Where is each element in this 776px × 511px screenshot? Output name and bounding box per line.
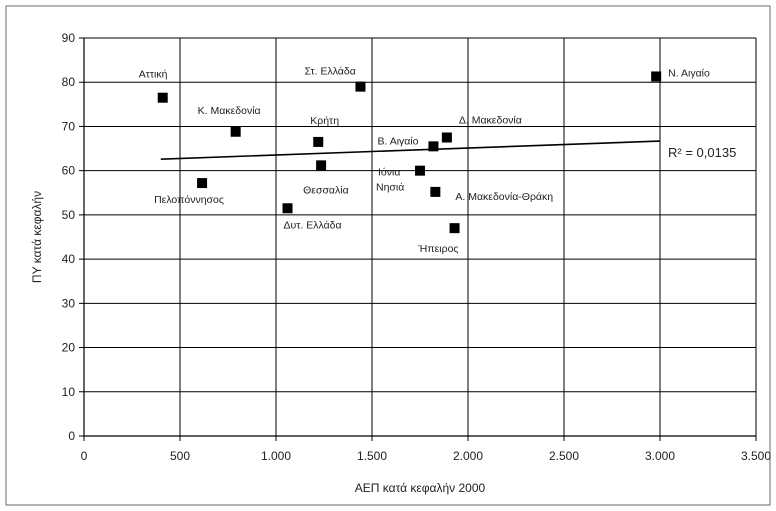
y-tick-label: 10	[62, 385, 76, 399]
point-label: Πελοπόννησος	[154, 194, 224, 206]
data-point	[197, 178, 208, 189]
point-label: Ήπειρος	[418, 243, 459, 255]
x-tick-label: 3.500	[741, 449, 771, 463]
plot-area	[84, 38, 756, 436]
y-tick-label: 20	[62, 341, 76, 355]
x-axis-title: ΑΕΠ κατά κεφαλήν 2000	[355, 481, 486, 495]
data-point	[157, 92, 168, 103]
data-point	[441, 132, 452, 143]
data-point	[313, 136, 324, 147]
y-tick-label: 60	[62, 164, 76, 178]
y-tick-label: 0	[68, 429, 75, 443]
r-squared-annotation: R² = 0,0135	[668, 145, 736, 160]
x-tick-label: 0	[81, 449, 88, 463]
data-point	[316, 160, 327, 171]
point-label: Α. Μακεδονία-Θράκη	[455, 191, 553, 203]
data-point	[651, 71, 662, 82]
point-label-line: Νησιά	[376, 182, 404, 194]
point-label: Β. Αιγαίο	[377, 135, 418, 147]
x-tick-label: 2.000	[453, 449, 483, 463]
point-label: Δυτ. Ελλάδα	[284, 219, 342, 231]
x-tick-label: 1.500	[357, 449, 387, 463]
point-label: Κ. Μακεδονία	[198, 105, 261, 117]
x-tick-label: 2.500	[549, 449, 579, 463]
point-label: Αττική	[139, 69, 168, 81]
data-point	[428, 141, 439, 152]
point-label: Κρήτη	[310, 115, 339, 127]
point-label: Ιόνια Νησιά	[376, 167, 404, 194]
y-tick-label: 80	[62, 75, 76, 89]
y-tick-label: 40	[62, 252, 76, 266]
x-tick-label: 1.000	[261, 449, 291, 463]
point-label: Δ. Μακεδονία	[459, 115, 522, 127]
data-point	[355, 81, 366, 92]
y-tick-label: 50	[62, 208, 76, 222]
y-tick-label: 70	[62, 119, 76, 133]
y-tick-label: 30	[62, 296, 76, 310]
point-label: Στ. Ελλάδα	[304, 66, 355, 78]
data-point	[415, 165, 425, 176]
point-label: Θεσσαλία	[303, 184, 349, 196]
trendline	[160, 140, 661, 160]
x-tick-label: 3.000	[645, 449, 675, 463]
y-axis-title: ΠΥ κατά κεφαλήν	[30, 191, 44, 283]
data-point	[430, 186, 441, 197]
data-point	[282, 203, 293, 214]
data-point	[449, 223, 460, 234]
data-point	[230, 126, 241, 137]
y-tick-label: 90	[62, 31, 76, 45]
point-label: Ν. Αιγαίο	[668, 67, 710, 79]
point-label-line: Ιόνια	[378, 167, 400, 179]
x-tick-label: 500	[170, 449, 190, 463]
